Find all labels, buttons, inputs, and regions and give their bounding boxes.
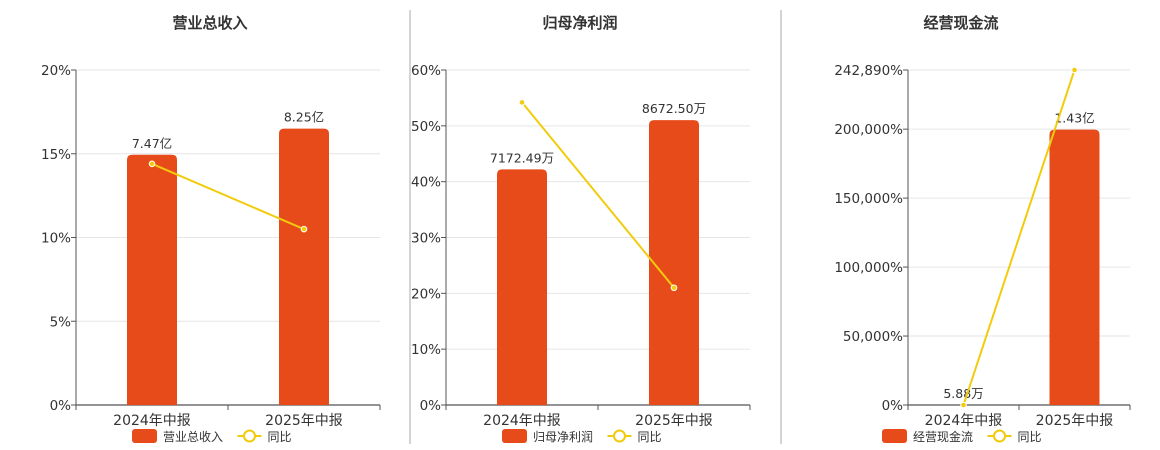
x-tick-label: 2025年中报 (635, 413, 713, 429)
chart-title: 营业总收入 (172, 14, 247, 32)
y-tick-label: 15% (41, 147, 71, 163)
y-tick-label: 5% (50, 314, 72, 330)
legend-line-label: 同比 (638, 430, 662, 444)
bar (649, 120, 699, 405)
legend-line-label: 同比 (268, 430, 292, 444)
bar-data-label: 7172.49万 (490, 150, 554, 165)
x-tick-label: 2025年中报 (265, 413, 343, 429)
y-tick-label: 150,000% (834, 191, 903, 207)
legend-bar-swatch (132, 429, 157, 443)
legend-bar-label: 营业总收入 (163, 430, 223, 444)
line-point (1071, 66, 1078, 74)
x-tick-label: 2024年中报 (113, 413, 191, 429)
x-tick-label: 2025年中报 (1036, 413, 1114, 429)
legend-line-marker (243, 429, 256, 443)
y-tick-label: 50% (411, 119, 441, 135)
line-series (962, 69, 1076, 406)
bar-data-label: 8.25亿 (284, 110, 324, 125)
y-tick-label: 50,000% (843, 329, 903, 345)
line-point (148, 160, 156, 168)
y-tick-label: 30% (411, 231, 441, 247)
bar-data-label: 7.47亿 (132, 136, 172, 151)
line-point (518, 99, 526, 106)
y-tick-label: 0% (50, 398, 72, 414)
chart-title: 归母净利润 (542, 14, 617, 32)
y-tick-label: 10% (411, 342, 441, 358)
legend-line-marker (613, 429, 626, 443)
line-point (670, 284, 678, 292)
x-tick-label: 2024年中报 (483, 413, 561, 429)
y-tick-label: 100,000% (834, 260, 903, 276)
line-point (960, 401, 967, 409)
line-series (151, 162, 305, 231)
legend-bar-label: 经营现金流 (913, 429, 973, 444)
y-tick-label: 60% (411, 63, 441, 79)
legend-bar-label: 归母净利润 (533, 430, 593, 444)
legend-bar-swatch (502, 429, 527, 443)
bar (127, 154, 177, 405)
line-series (521, 101, 675, 289)
y-tick-label: 200,000% (834, 122, 903, 138)
y-tick-label: 10% (41, 231, 71, 247)
y-tick-label: 20% (41, 63, 71, 79)
bar-data-label: 5.88万 (943, 386, 983, 401)
legend-line-marker (993, 429, 1006, 443)
legend-bar-swatch (882, 429, 907, 443)
chart-title: 经营现金流 (923, 14, 998, 32)
bar (279, 128, 329, 405)
line-point (300, 225, 308, 233)
y-tick-label: 0% (882, 398, 904, 414)
bar-data-label: 1.43亿 (1054, 111, 1094, 126)
y-tick-label: 242,890% (834, 63, 903, 79)
bar (497, 169, 547, 405)
bar (1049, 129, 1100, 406)
y-tick-label: 20% (411, 286, 441, 302)
legend-line-label: 同比 (1018, 430, 1042, 444)
x-tick-label: 2024年中报 (925, 413, 1003, 429)
y-tick-label: 40% (411, 175, 441, 191)
bar-data-label: 8672.50万 (642, 101, 706, 116)
y-tick-label: 0% (420, 398, 442, 414)
